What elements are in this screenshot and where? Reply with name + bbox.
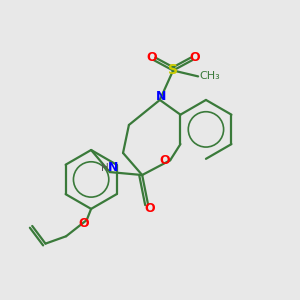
Text: O: O [189,51,200,64]
Text: S: S [168,64,178,77]
Text: N: N [156,90,166,103]
Text: H: H [100,163,108,173]
Text: CH₃: CH₃ [200,71,220,81]
Text: O: O [146,51,157,64]
Text: O: O [144,202,155,214]
Text: N: N [108,161,119,174]
Text: O: O [78,217,89,230]
Text: O: O [160,154,170,167]
